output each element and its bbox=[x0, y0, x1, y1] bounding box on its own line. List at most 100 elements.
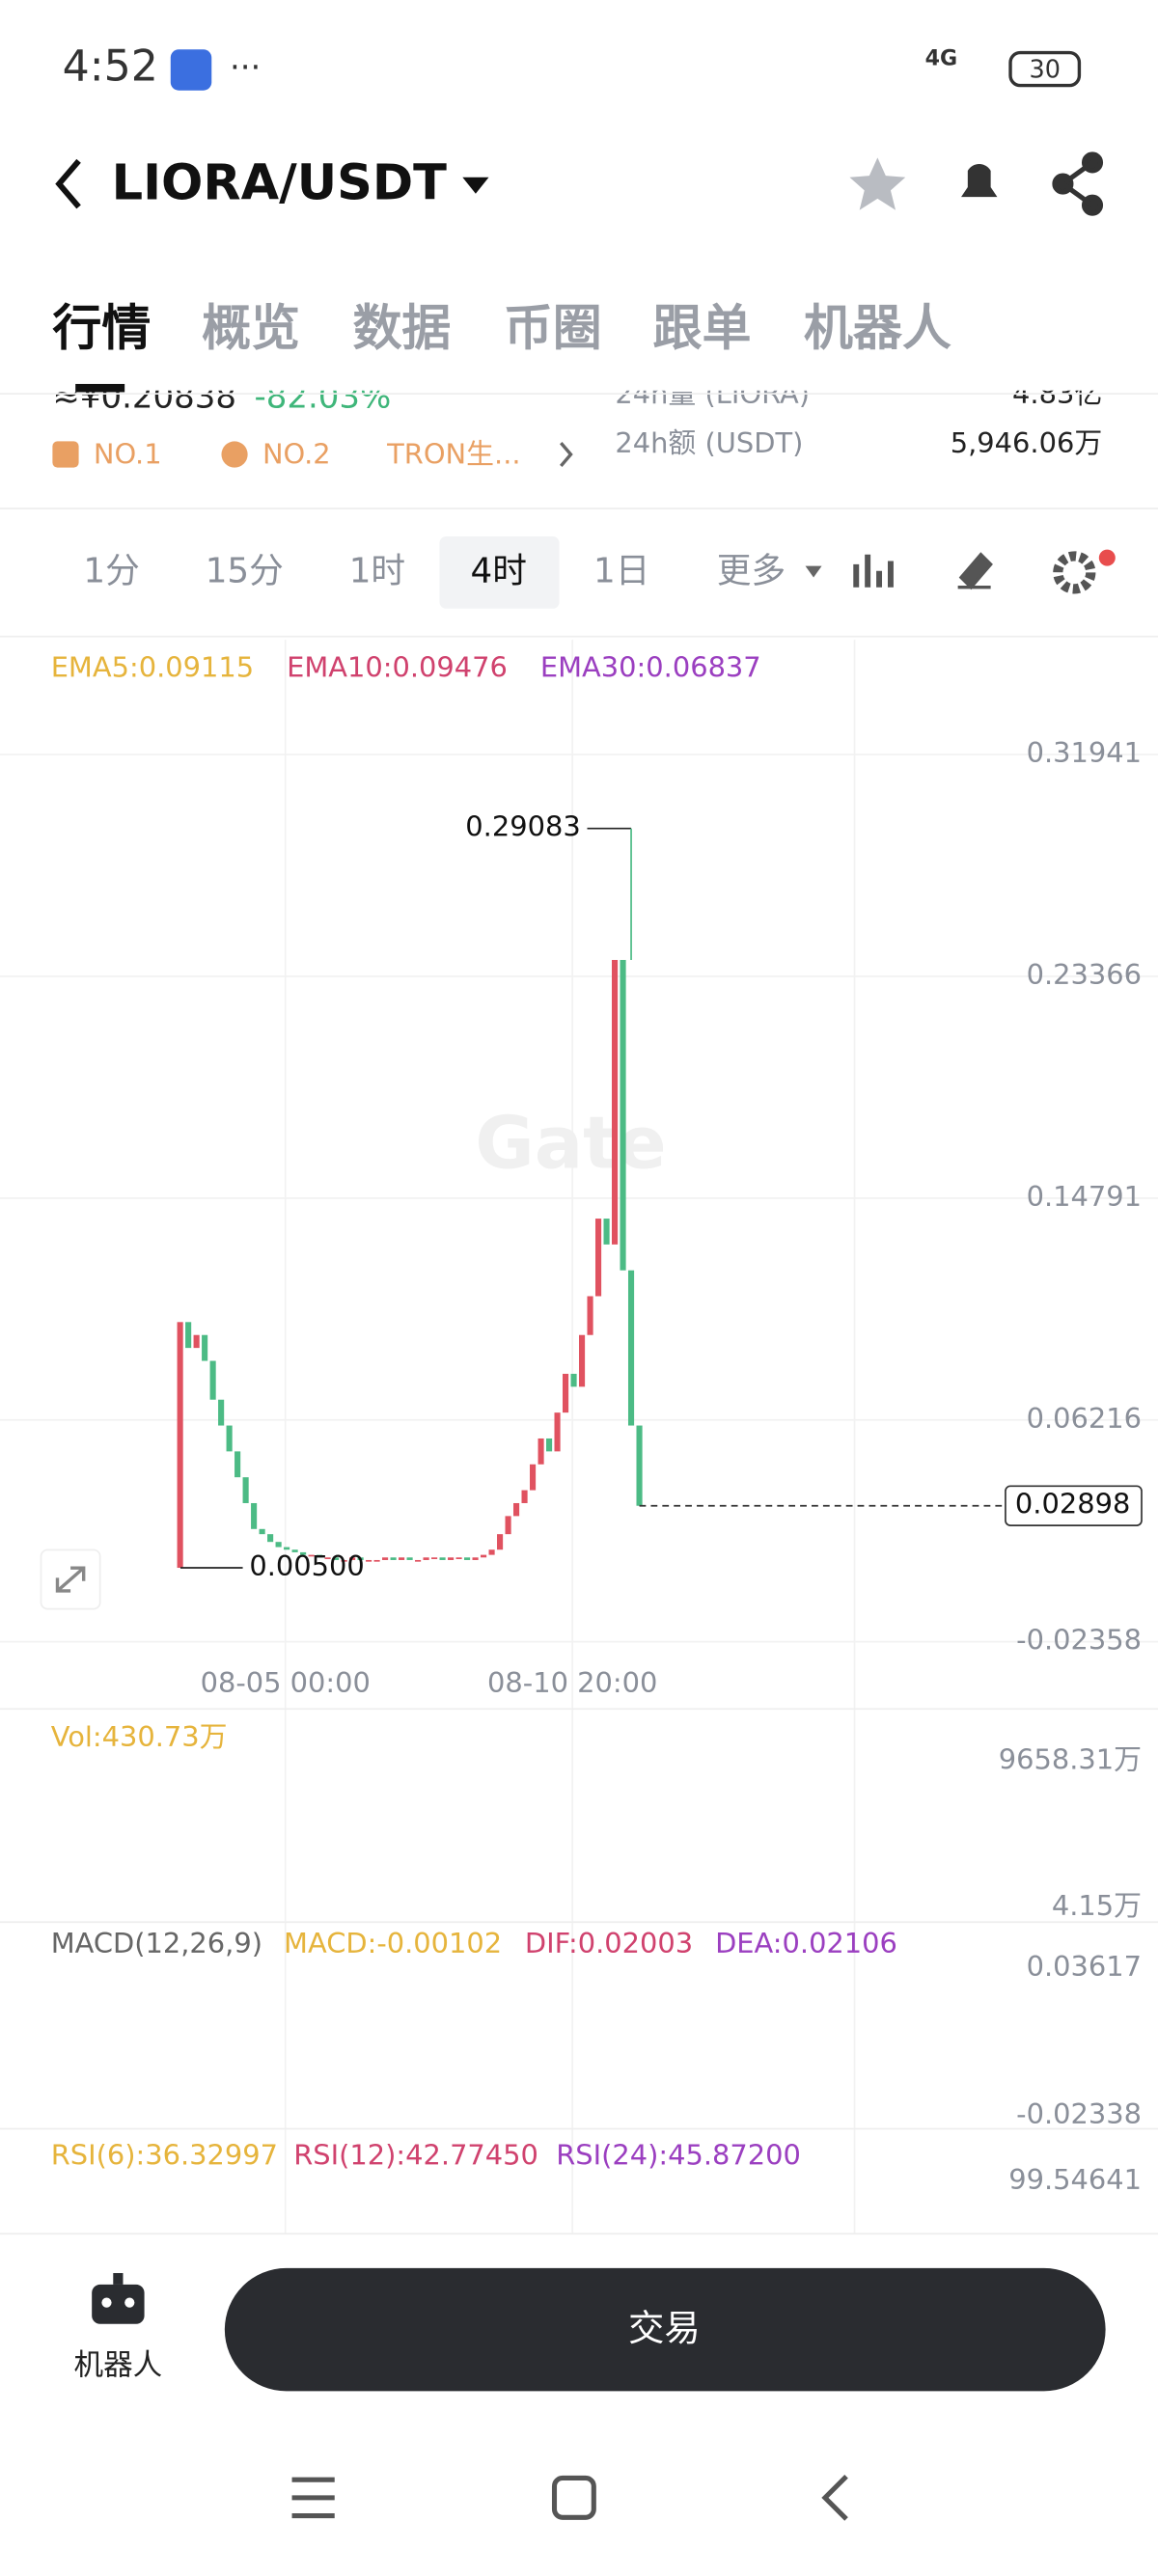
candle bbox=[284, 1547, 290, 1550]
candle bbox=[620, 959, 626, 1271]
nav-back[interactable] bbox=[821, 2474, 848, 2521]
tab[interactable]: 数据 bbox=[352, 301, 451, 358]
network: 4G bbox=[925, 45, 957, 70]
interval[interactable]: 1时 bbox=[349, 551, 405, 590]
watermark: Gate bbox=[475, 1102, 666, 1186]
candle bbox=[333, 1557, 340, 1560]
pair-title[interactable]: LIORA/USDT bbox=[112, 154, 448, 211]
time-label: 08-10 20:00 bbox=[487, 1666, 657, 1699]
candle bbox=[579, 1334, 586, 1387]
back-button[interactable] bbox=[55, 158, 81, 209]
nav-menu[interactable] bbox=[291, 2477, 335, 2519]
candle bbox=[324, 1557, 331, 1559]
last-price-label: 0.02898 bbox=[1015, 1488, 1130, 1521]
interval[interactable]: 1日 bbox=[593, 551, 649, 590]
y-tick-label: 0.31941 bbox=[1027, 736, 1142, 769]
more-arrow bbox=[805, 565, 822, 578]
status-time: 4:52 bbox=[63, 42, 158, 92]
rank[interactable]: NO.1 bbox=[94, 438, 162, 471]
candle bbox=[431, 1557, 438, 1559]
candle bbox=[234, 1451, 241, 1478]
candle bbox=[439, 1557, 446, 1560]
amount-label: 24h额 (USDT) bbox=[615, 426, 803, 459]
nav-home[interactable] bbox=[551, 2475, 596, 2520]
tab[interactable]: 概览 bbox=[202, 301, 300, 358]
pair-dropdown[interactable] bbox=[462, 177, 489, 194]
rsi-legend: RSI(6):36.32997 bbox=[51, 2138, 278, 2171]
last-price-box bbox=[1005, 1485, 1143, 1526]
robot-label[interactable]: 机器人 bbox=[74, 2348, 163, 2382]
candle bbox=[406, 1557, 413, 1560]
share[interactable] bbox=[1052, 151, 1104, 216]
interval-selected bbox=[439, 536, 560, 609]
tab[interactable]: 币圈 bbox=[504, 301, 602, 358]
candle bbox=[563, 1373, 569, 1413]
y-tick-label: 0.06216 bbox=[1027, 1402, 1142, 1435]
vol-max: 9658.31万 bbox=[999, 1743, 1142, 1776]
macd-min: -0.02338 bbox=[1016, 2097, 1142, 2130]
candle bbox=[554, 1412, 561, 1452]
candle bbox=[193, 1334, 200, 1349]
candle bbox=[636, 1425, 643, 1506]
rank-icon bbox=[221, 441, 248, 468]
candle bbox=[546, 1438, 553, 1452]
trade-button[interactable] bbox=[224, 2267, 1106, 2392]
candle bbox=[497, 1534, 504, 1550]
draw-button[interactable] bbox=[957, 552, 993, 590]
tab[interactable]: 机器人 bbox=[804, 301, 951, 358]
interval[interactable]: 更多 bbox=[717, 551, 786, 590]
interval[interactable]: 15分 bbox=[206, 551, 284, 590]
settings-button[interactable] bbox=[1053, 551, 1096, 594]
vol-legend: Vol:430.73万 bbox=[51, 1720, 228, 1753]
candle bbox=[209, 1360, 216, 1400]
candle bbox=[627, 1270, 635, 1426]
candle bbox=[177, 1322, 183, 1569]
rank[interactable]: NO.2 bbox=[262, 438, 331, 471]
interval[interactable]: 4时 bbox=[471, 551, 527, 590]
y-tick-label: 0.14791 bbox=[1027, 1180, 1142, 1213]
time-label: 08-05 00:00 bbox=[201, 1666, 371, 1699]
candle bbox=[423, 1557, 429, 1560]
candle bbox=[185, 1322, 192, 1349]
tag[interactable]: TRON生... bbox=[386, 438, 520, 471]
y-tick-label: -0.02358 bbox=[1016, 1624, 1142, 1657]
ema-legend: EMA10:0.09476 bbox=[287, 651, 508, 684]
interval[interactable]: 1分 bbox=[83, 551, 139, 590]
candle bbox=[538, 1438, 544, 1465]
high-label: 0.29083 bbox=[465, 810, 580, 843]
fullscreen-icon bbox=[55, 1566, 86, 1593]
macd-legend: MACD:-0.00102 bbox=[284, 1927, 502, 1959]
macd-legend: MACD(12,26,9) bbox=[51, 1927, 262, 1959]
candle bbox=[513, 1502, 520, 1517]
ema-legend: EMA5:0.09115 bbox=[51, 651, 254, 684]
tab[interactable]: 行情 bbox=[52, 301, 151, 358]
candle bbox=[530, 1464, 537, 1491]
badge bbox=[1098, 549, 1116, 566]
candle bbox=[218, 1399, 225, 1426]
favorite[interactable] bbox=[849, 157, 906, 210]
alert[interactable] bbox=[961, 163, 998, 198]
candle bbox=[611, 959, 619, 1245]
tab-indicator bbox=[75, 383, 125, 393]
candle bbox=[603, 1219, 610, 1245]
candle bbox=[570, 1373, 577, 1387]
candle bbox=[251, 1502, 258, 1529]
candle bbox=[505, 1516, 511, 1535]
robot-icon[interactable] bbox=[92, 2273, 145, 2324]
candle bbox=[291, 1549, 298, 1552]
rank-icon bbox=[52, 441, 79, 468]
macd-legend: DEA:0.02106 bbox=[715, 1927, 897, 1959]
tab[interactable]: 跟单 bbox=[652, 301, 751, 358]
candle bbox=[202, 1334, 208, 1361]
candle bbox=[366, 1559, 372, 1562]
candle bbox=[308, 1554, 315, 1557]
candle bbox=[448, 1557, 455, 1560]
candle bbox=[373, 1559, 380, 1562]
candle bbox=[275, 1542, 282, 1548]
indicator-button[interactable] bbox=[853, 554, 894, 588]
candle bbox=[382, 1557, 389, 1560]
macd-max: 0.03617 bbox=[1027, 1950, 1142, 1983]
battery-level: 30 bbox=[1030, 55, 1061, 84]
status-more: ··· bbox=[230, 48, 261, 87]
trade-label: 交易 bbox=[628, 2307, 701, 2349]
